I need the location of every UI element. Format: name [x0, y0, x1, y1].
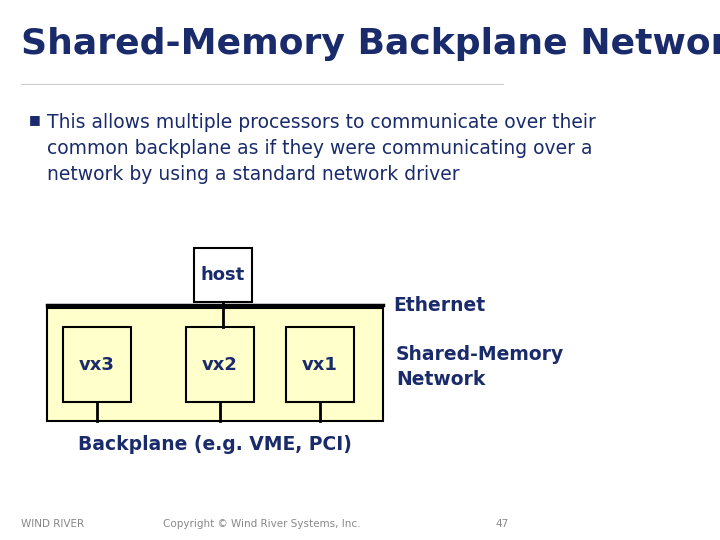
Text: host: host [201, 266, 245, 285]
Text: ■: ■ [29, 113, 40, 126]
Text: WIND RIVER: WIND RIVER [21, 519, 84, 529]
Bar [286, 327, 354, 402]
Text: Ethernet: Ethernet [393, 295, 485, 315]
Bar [186, 327, 254, 402]
Text: Shared-Memory
Network: Shared-Memory Network [396, 345, 564, 389]
Bar [194, 248, 251, 302]
Bar [48, 308, 382, 421]
Text: vx3: vx3 [79, 355, 115, 374]
Text: 47: 47 [495, 519, 508, 529]
Text: vx2: vx2 [202, 355, 238, 374]
Text: This allows multiple processors to communicate over their
common backplane as if: This allows multiple processors to commu… [48, 113, 596, 184]
Bar [63, 327, 131, 402]
Text: Backplane (e.g. VME, PCI): Backplane (e.g. VME, PCI) [78, 435, 352, 454]
Text: vx1: vx1 [302, 355, 338, 374]
Text: Copyright © Wind River Systems, Inc.: Copyright © Wind River Systems, Inc. [163, 519, 361, 529]
Text: Shared-Memory Backplane Network: Shared-Memory Backplane Network [21, 27, 720, 61]
